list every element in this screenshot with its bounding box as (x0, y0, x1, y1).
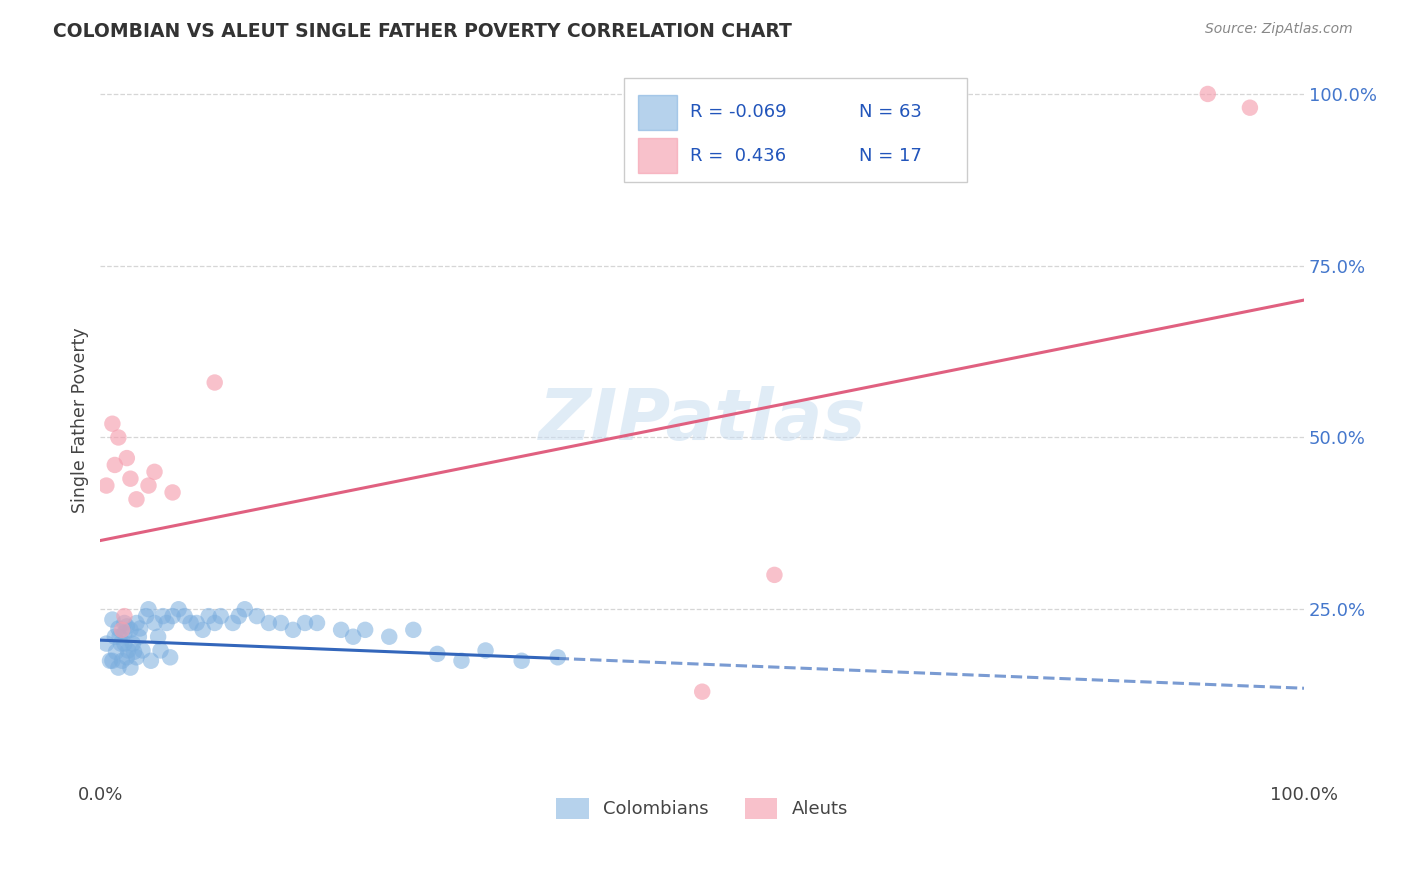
Point (120, 660, 142, 674)
Point (204, 615, 226, 630)
Point (121, 637, 143, 651)
Point (233, 602, 256, 616)
Point (143, 465, 166, 479)
FancyBboxPatch shape (624, 78, 967, 182)
Point (129, 622, 152, 636)
Point (173, 609, 195, 624)
Point (180, 615, 202, 630)
Text: N = 17: N = 17 (859, 146, 921, 164)
Point (330, 623, 353, 637)
Point (155, 615, 177, 630)
Point (117, 643, 139, 657)
FancyBboxPatch shape (638, 95, 676, 129)
Point (246, 609, 269, 624)
Point (104, 458, 127, 472)
Point (690, 684, 713, 698)
Point (101, 613, 124, 627)
Point (101, 417, 124, 431)
Point (115, 451, 138, 466)
Point (162, 485, 184, 500)
Text: R =  0.436: R = 0.436 (690, 146, 786, 164)
Point (105, 645, 128, 659)
Point (115, 650, 138, 665)
Point (402, 623, 425, 637)
Point (547, 650, 569, 665)
Y-axis label: Single Father Poverty: Single Father Poverty (72, 327, 89, 513)
Point (186, 615, 208, 630)
Point (294, 615, 316, 630)
Point (112, 615, 135, 630)
Point (149, 643, 172, 657)
Point (152, 609, 174, 624)
Point (138, 602, 160, 616)
Point (98, 654, 121, 668)
Point (450, 654, 472, 668)
Text: N = 63: N = 63 (859, 103, 921, 121)
Point (101, 654, 124, 668)
Point (112, 626, 135, 640)
Point (135, 609, 157, 624)
Text: ZIPatlas: ZIPatlas (538, 386, 866, 455)
Point (474, 643, 496, 657)
Point (146, 630, 169, 644)
Point (131, 643, 153, 657)
Point (342, 630, 364, 644)
Point (112, 637, 135, 651)
Point (111, 654, 134, 668)
Text: R = -0.069: R = -0.069 (690, 103, 787, 121)
Point (191, 623, 214, 637)
Point (510, 654, 533, 668)
Point (128, 630, 150, 644)
Point (378, 630, 401, 644)
Point (122, 645, 145, 659)
Legend: Colombians, Aleuts: Colombians, Aleuts (548, 791, 855, 826)
Point (1239, 101, 1261, 115)
Text: COLOMBIAN VS ALEUT SINGLE FATHER POVERTY CORRELATION CHART: COLOMBIAN VS ALEUT SINGLE FATHER POVERTY… (53, 22, 793, 41)
Point (115, 619, 138, 633)
FancyBboxPatch shape (638, 138, 676, 173)
Point (270, 615, 292, 630)
Point (305, 615, 328, 630)
Point (125, 650, 148, 665)
Point (281, 623, 304, 637)
Point (257, 615, 280, 630)
Point (143, 615, 166, 630)
Point (107, 430, 129, 444)
Point (96, 478, 118, 492)
Point (104, 630, 127, 644)
Point (204, 376, 226, 390)
Point (120, 623, 142, 637)
Point (111, 623, 134, 637)
Point (107, 622, 129, 636)
Point (1197, 87, 1219, 101)
Point (354, 623, 377, 637)
Point (110, 637, 132, 651)
Point (96, 637, 118, 651)
Point (197, 609, 219, 624)
Point (120, 472, 142, 486)
Point (162, 609, 184, 624)
Point (426, 647, 449, 661)
Point (167, 602, 190, 616)
Point (138, 478, 160, 492)
Point (107, 660, 129, 674)
Point (108, 630, 131, 644)
Point (159, 650, 181, 665)
Point (763, 567, 786, 582)
Point (228, 609, 250, 624)
Point (222, 615, 245, 630)
Point (139, 654, 162, 668)
Point (125, 492, 148, 507)
Point (125, 615, 148, 630)
Point (112, 609, 135, 624)
Point (209, 609, 232, 624)
Text: Source: ZipAtlas.com: Source: ZipAtlas.com (1205, 22, 1353, 37)
